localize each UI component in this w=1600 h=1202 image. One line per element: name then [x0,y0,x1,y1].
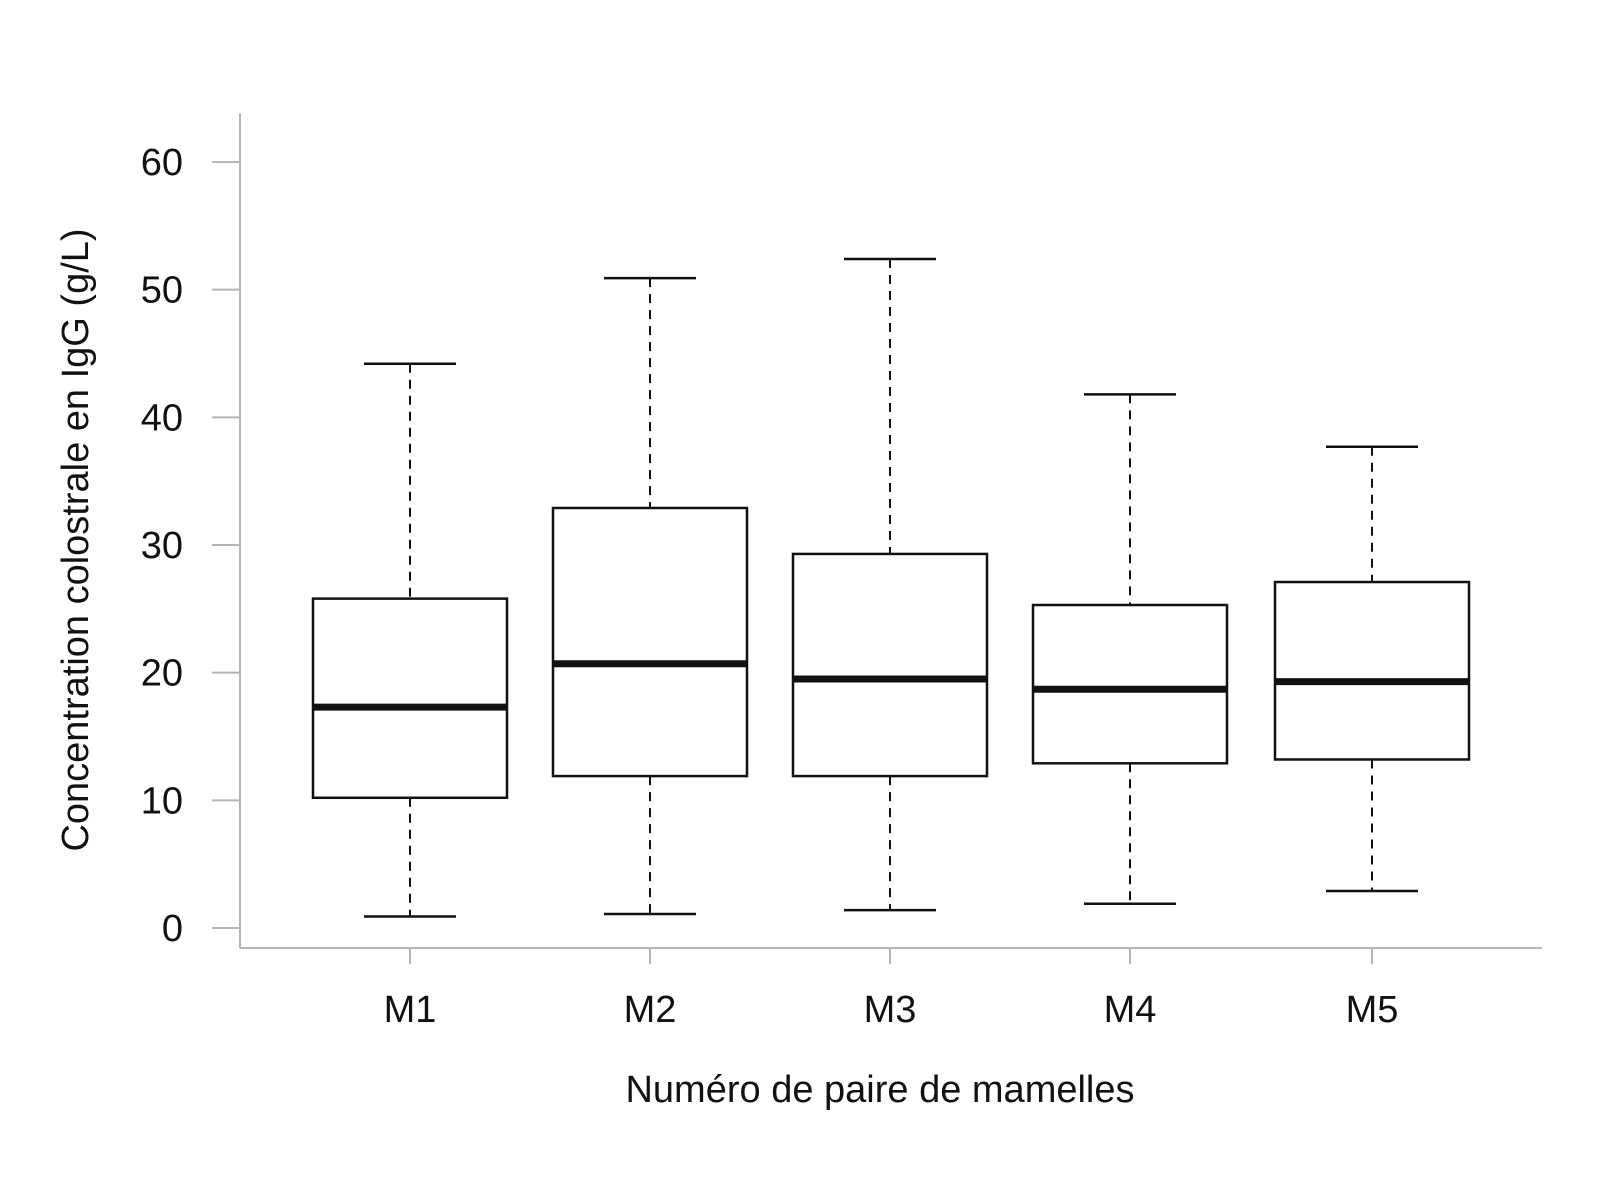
box-m5 [1273,445,1471,893]
y-tick-label: 50 [141,270,183,312]
y-tick-label: 40 [141,397,183,439]
x-tick-label: M4 [1104,989,1157,1031]
x-tick-label: M5 [1346,989,1399,1031]
x-tick-label: M3 [864,989,917,1031]
axes: 0 10 20 30 40 50 60 M1 M2 M3 M4 M5 [141,113,1542,1031]
interquartile-box [311,597,509,800]
box-m2 [551,276,749,916]
y-tick-label: 0 [162,908,183,950]
interquartile-box [1273,580,1471,761]
y-tick-label: 20 [141,653,183,695]
y-axis-label: Concentration colostrale en IgG (g/L) [55,228,97,851]
box-m3 [791,257,989,912]
x-tick-label: M1 [384,989,437,1031]
box-m1 [311,362,509,918]
interquartile-box [791,552,989,778]
y-tick-label: 60 [141,142,183,184]
boxes [311,257,1471,918]
y-tick-label: 10 [141,780,183,822]
interquartile-box [1031,603,1229,765]
interquartile-box [551,506,749,778]
x-axis-label: Numéro de paire de mamelles [625,1069,1134,1111]
y-tick-label: 30 [141,525,183,567]
box-m4 [1031,393,1229,905]
x-tick-label: M2 [624,989,677,1031]
